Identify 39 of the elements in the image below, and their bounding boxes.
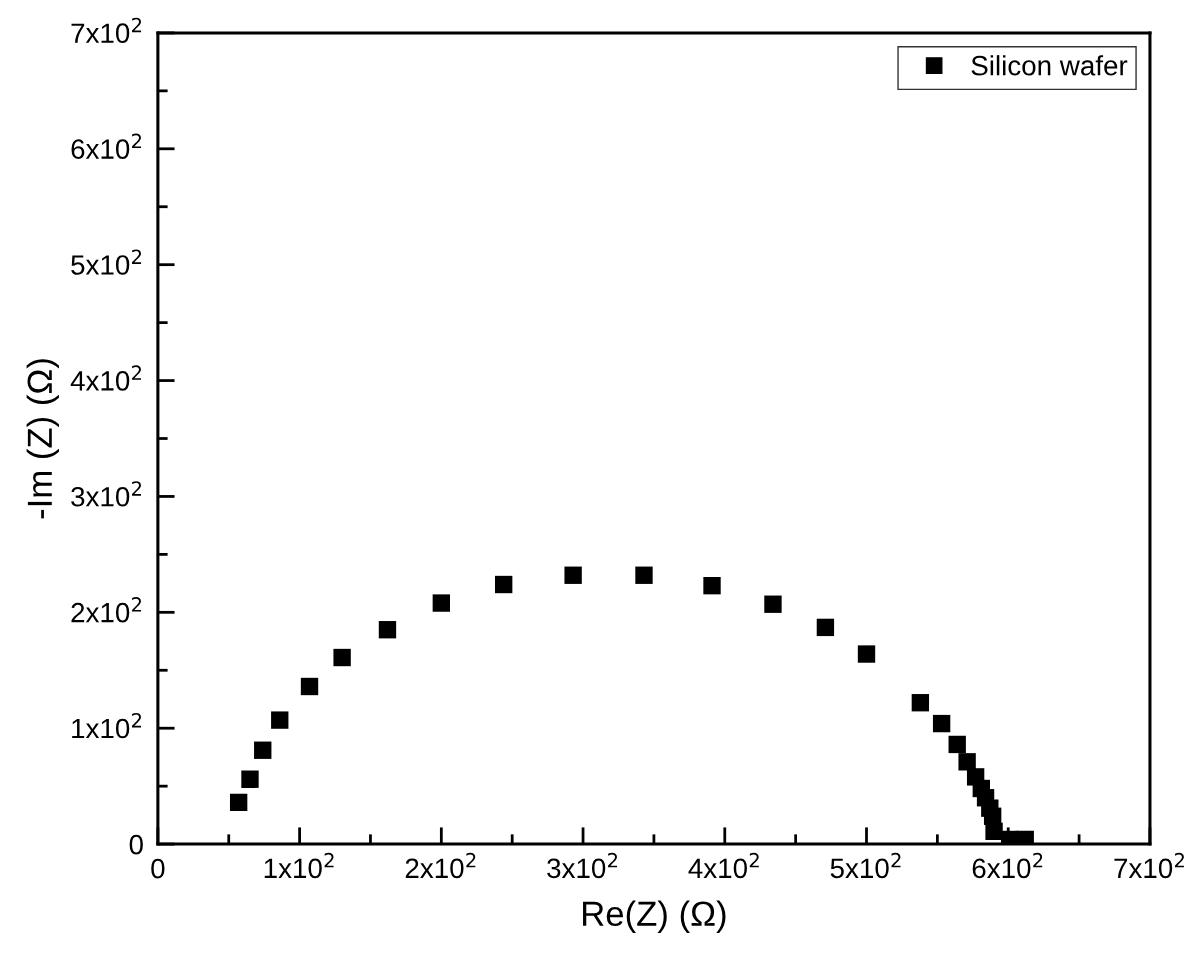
y-tick-label: 0 <box>129 834 143 855</box>
y-tick-label: 7x10$^{2}$ <box>71 17 142 44</box>
x-tick-label: 0 <box>151 858 165 879</box>
point <box>764 595 782 613</box>
y-tick-label: 5x10$^{2}$ <box>71 249 142 275</box>
y-tick-label: 1x10$^{2}$ <box>72 713 142 739</box>
point <box>432 594 450 612</box>
y-tick-label: 3x10$^{2}$ <box>71 481 142 507</box>
x-tick-label: 2x10$^{2}$ <box>405 852 476 879</box>
point <box>948 735 966 754</box>
x-tick-label: 7x10$^{2}$ <box>1114 852 1184 879</box>
point <box>254 741 272 759</box>
x-tick-label: 6x10$^{2}$ <box>972 852 1043 879</box>
point <box>564 566 582 584</box>
y-tick-label: 4x10$^{2}$ <box>70 365 142 391</box>
point <box>333 648 351 667</box>
point <box>241 770 259 788</box>
x-tick-label: 1x10$^{2}$ <box>264 852 334 879</box>
x-tick-label: 4x10$^{2}$ <box>688 852 759 879</box>
point <box>495 575 513 594</box>
point <box>932 714 951 733</box>
point <box>857 645 876 663</box>
point <box>378 621 397 639</box>
point <box>958 753 976 771</box>
point <box>985 822 1003 841</box>
point <box>300 677 319 696</box>
point <box>816 618 835 637</box>
y-tick-label: 2x10$^{2}$ <box>71 597 142 623</box>
point <box>229 793 248 812</box>
y-axis-title: -Im (Z) (Ω) <box>26 359 59 519</box>
point <box>911 694 930 712</box>
point <box>635 566 653 584</box>
legend-label: Silicon wafer <box>971 55 1128 76</box>
point <box>271 711 289 729</box>
point <box>703 577 721 595</box>
x-axis-title: Re(Z) (Ω) <box>583 900 726 933</box>
y-tick-label: 6x10$^{2}$ <box>71 133 142 159</box>
x-tick-label: 5x10$^{2}$ <box>830 852 901 879</box>
x-tick-label: 3x10$^{2}$ <box>547 852 618 879</box>
